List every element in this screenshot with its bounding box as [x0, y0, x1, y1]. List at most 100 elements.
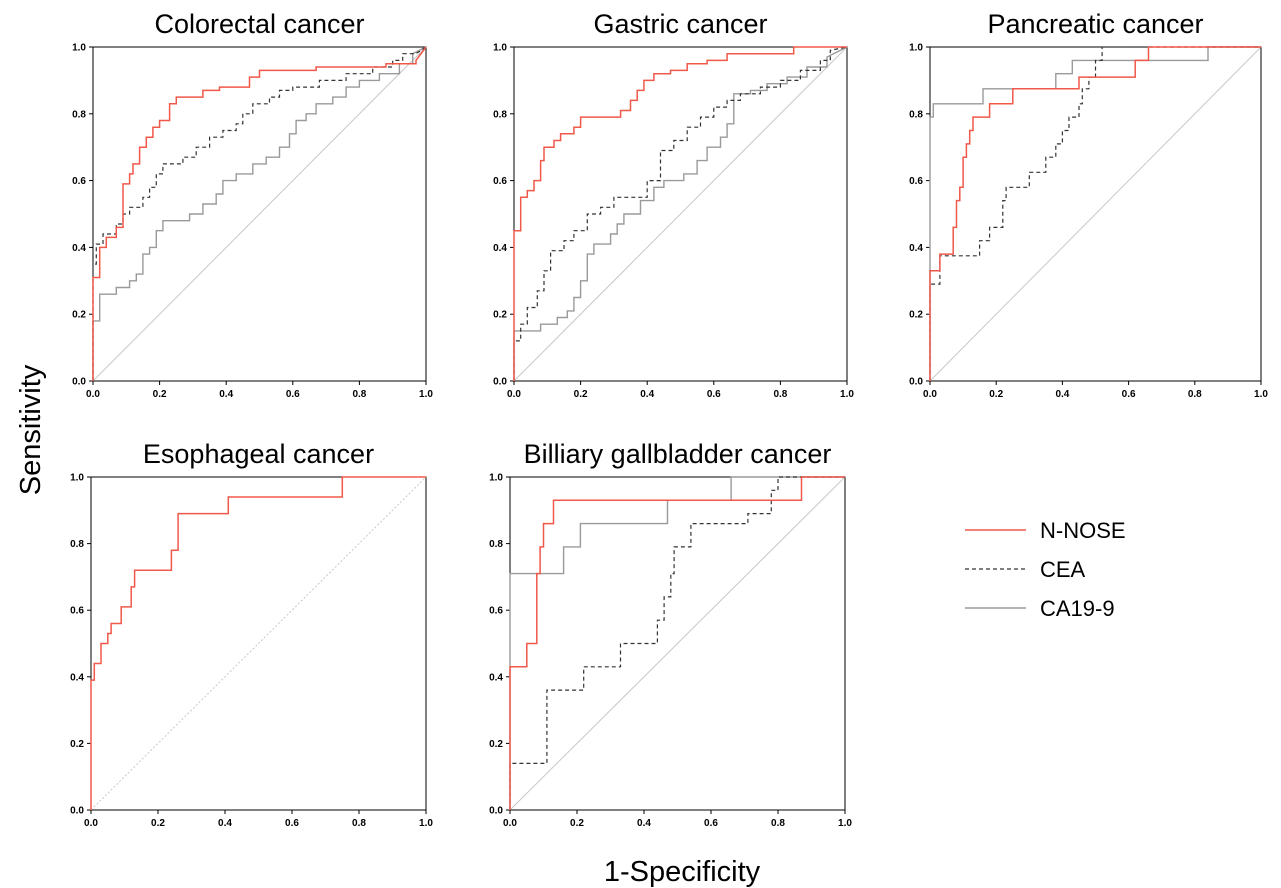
y-tick-label: 0.2 — [72, 310, 86, 321]
y-tick-label: 0.6 — [489, 606, 503, 617]
x-tick-label: 0.6 — [1122, 389, 1136, 400]
panel-title-colorectal-cancer: Colorectal cancer — [154, 9, 364, 39]
legend: N-NOSE CEA CA19-9 — [965, 518, 1126, 621]
y-tick-label: 0.2 — [909, 310, 923, 321]
x-tick-label: 0.2 — [574, 389, 588, 400]
reference-diagonal — [509, 476, 846, 811]
series-line-ca19-9 — [513, 46, 848, 381]
y-tick-label: 0.0 — [72, 377, 86, 388]
plot-frame — [513, 46, 848, 382]
y-tick-label: 0.8 — [72, 109, 86, 120]
x-tick-label: 0.6 — [286, 389, 300, 400]
y-tick-label: 1.0 — [909, 43, 923, 54]
panel-colorectal-cancer: Colorectal cancer 0.0 0.2 0.4 0.6 0.8 1.0 0.0 0.… — [72, 9, 433, 400]
y-tick-label: 0.4 — [909, 243, 923, 254]
plot-frame — [90, 476, 427, 811]
x-tick-label: 0.0 — [923, 389, 937, 400]
reference-diagonal — [92, 46, 427, 382]
series-line-ca19-9 — [92, 46, 427, 381]
y-tick-label: 0.0 — [70, 806, 84, 817]
y-tick-label: 0.6 — [70, 606, 84, 617]
x-tick-label: 0.4 — [218, 818, 232, 829]
series-line-ca19-9 — [509, 476, 845, 810]
x-tick-label: 0.4 — [219, 389, 233, 400]
series-line-n-nose — [929, 46, 1261, 381]
panel-billiary-gallbladder-cancer: Billiary gallbladder cancer 0.0 0.2 0.4 0.6 0… — [489, 439, 852, 829]
y-tick-label: 0.2 — [493, 310, 507, 321]
y-tick-label: 0.6 — [493, 176, 507, 187]
x-tick-label: 0.0 — [503, 818, 517, 829]
y-tick-label: 0.0 — [909, 377, 923, 388]
reference-diagonal — [929, 46, 1262, 382]
legend-label: CEA — [1040, 557, 1086, 582]
y-tick-label: 0.2 — [489, 739, 503, 750]
plot-frame — [92, 46, 427, 382]
panel-title-gastric-cancer: Gastric cancer — [593, 9, 767, 39]
series-line-n-nose — [509, 476, 845, 810]
reference-diagonal — [513, 46, 848, 382]
legend-item-ca19-9: CA19-9 — [965, 596, 1115, 621]
x-tick-label: 0.6 — [285, 818, 299, 829]
y-tick-label: 0.0 — [489, 806, 503, 817]
x-tick-label: 1.0 — [419, 389, 433, 400]
x-tick-label: 0.2 — [570, 818, 584, 829]
panel-esophageal-cancer: Esophageal cancer 0.0 0.2 0.4 0.6 0.8 1.0 0.0 0.… — [70, 439, 433, 829]
y-tick-label: 1.0 — [70, 473, 84, 484]
x-tick-label: 0.4 — [1055, 389, 1069, 400]
x-tick-label: 0.2 — [153, 389, 167, 400]
x-tick-label: 1.0 — [419, 818, 433, 829]
legend-label: CA19-9 — [1040, 596, 1115, 621]
x-tick-label: 0.4 — [640, 389, 654, 400]
y-tick-label: 0.4 — [70, 672, 84, 683]
x-tick-label: 0.0 — [86, 389, 100, 400]
x-tick-label: 0.8 — [771, 818, 785, 829]
panel-pancreatic-cancer: Pancreatic cancer 0.0 0.2 0.4 0.6 0.8 1.0 0.0 0.… — [909, 9, 1268, 400]
x-tick-label: 0.4 — [637, 818, 651, 829]
y-tick-label: 0.4 — [493, 243, 507, 254]
y-tick-label: 1.0 — [493, 43, 507, 54]
y-tick-label: 0.8 — [909, 109, 923, 120]
y-tick-label: 1.0 — [489, 473, 503, 484]
y-axis-title: Sensitivity — [15, 364, 47, 495]
x-tick-label: 0.0 — [507, 389, 521, 400]
y-tick-label: 1.0 — [72, 43, 86, 54]
x-tick-label: 0.8 — [352, 818, 366, 829]
x-tick-label: 0.8 — [773, 389, 787, 400]
x-tick-label: 1.0 — [840, 389, 854, 400]
x-axis-title: 1-Specificity — [604, 856, 761, 888]
panel-gastric-cancer: Gastric cancer 0.0 0.2 0.4 0.6 0.8 1.0 0.0 0.2 0.… — [493, 9, 854, 400]
series-line-cea — [929, 46, 1261, 381]
series-line-cea — [513, 46, 848, 381]
panel-title-pancreatic-cancer: Pancreatic cancer — [987, 9, 1203, 39]
x-tick-label: 0.6 — [707, 389, 721, 400]
series-line-n-nose — [90, 476, 426, 810]
y-tick-label: 0.2 — [70, 739, 84, 750]
y-tick-label: 0.8 — [493, 109, 507, 120]
series-line-n-nose — [513, 46, 847, 381]
legend-label: N-NOSE — [1040, 518, 1126, 543]
x-tick-label: 0.2 — [151, 818, 165, 829]
y-tick-label: 0.0 — [493, 377, 507, 388]
y-tick-label: 0.8 — [489, 539, 503, 550]
x-tick-label: 0.2 — [989, 389, 1003, 400]
reference-diagonal — [90, 476, 427, 811]
panel-title-esophageal-cancer: Esophageal cancer — [143, 439, 374, 469]
x-tick-label: 1.0 — [838, 818, 852, 829]
y-tick-label: 0.4 — [72, 243, 86, 254]
panel-title-billiary-gallbladder-cancer: Billiary gallbladder cancer — [524, 439, 832, 469]
series-line-n-nose — [92, 46, 427, 381]
x-tick-label: 0.8 — [352, 389, 366, 400]
y-tick-label: 0.6 — [909, 176, 923, 187]
y-tick-label: 0.4 — [489, 672, 503, 683]
legend-item-n-nose: N-NOSE — [965, 518, 1126, 543]
x-tick-label: 0.6 — [704, 818, 718, 829]
series-line-cea — [509, 476, 845, 810]
x-tick-label: 0.8 — [1188, 389, 1202, 400]
y-tick-label: 0.6 — [72, 176, 86, 187]
x-tick-label: 0.0 — [84, 818, 98, 829]
x-tick-label: 1.0 — [1254, 389, 1268, 400]
y-tick-label: 0.8 — [70, 539, 84, 550]
legend-item-cea: CEA — [965, 557, 1086, 582]
